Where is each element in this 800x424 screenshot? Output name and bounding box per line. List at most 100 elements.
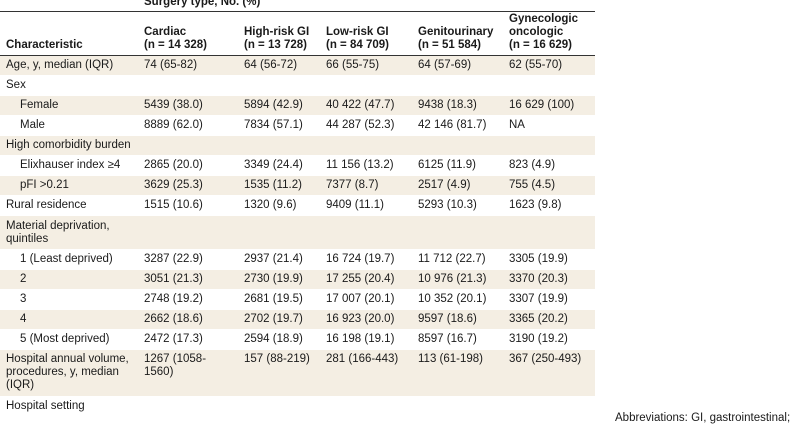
table-row: Material deprivation, quintiles	[0, 215, 596, 250]
table-cell	[138, 75, 238, 96]
table-cell: 10 976 (21.3)	[412, 269, 503, 290]
table-cell: 3629 (25.3)	[138, 175, 238, 196]
table-cell	[320, 135, 412, 156]
table-cell: 9438 (18.3)	[412, 95, 503, 116]
table-cell: 16 629 (100)	[503, 95, 596, 116]
table-row: Male 8889 (62.0) 7834 (57.1) 44 287 (52.3) 4…	[0, 115, 596, 136]
table-cell: 17 007 (20.1)	[320, 289, 412, 310]
table-cell: 9409 (11.1)	[320, 195, 412, 216]
table-cell: 755 (4.5)	[503, 175, 596, 196]
table-cell	[412, 215, 503, 250]
table-cell: 2472 (17.3)	[138, 329, 238, 350]
table-cell	[412, 396, 503, 417]
table-row: Sex	[0, 75, 596, 96]
table-cell	[320, 75, 412, 96]
table-cell: 1320 (9.6)	[238, 195, 320, 216]
table-cell	[503, 75, 596, 96]
row-label: Age, y, median (IQR)	[0, 55, 138, 76]
table-row: pFI >0.21 3629 (25.3) 1535 (11.2) 7377 (8.7…	[0, 175, 596, 196]
table-cell	[320, 396, 412, 417]
row-label: Elixhauser index ≥4	[0, 155, 138, 176]
table-cell: 3365 (20.2)	[503, 309, 596, 330]
table-cell: 16 198 (19.1)	[320, 329, 412, 350]
table-row: 4 2662 (18.6) 2702 (19.7) 16 923 (20.0) 9597…	[0, 309, 596, 330]
table-cell: 367 (250-493)	[503, 349, 596, 397]
table-row: 1 (Least deprived) 3287 (22.9) 2937 (21.4)…	[0, 249, 596, 270]
table-cell	[412, 135, 503, 156]
table-cell: 5439 (38.0)	[138, 95, 238, 116]
table-cell: 113 (61-198)	[412, 349, 503, 397]
column-header: Genitourinary (n = 51 584)	[412, 11, 503, 56]
table-cell: 16 724 (19.7)	[320, 249, 412, 270]
column-header: High-risk GI (n = 13 728)	[238, 11, 320, 56]
footnote-abbreviations: Abbreviations: GI, gastrointestinal;	[615, 412, 791, 424]
table-row: 5 (Most deprived) 2472 (17.3) 2594 (18.9) 1…	[0, 329, 596, 350]
table-cell: 64 (56-72)	[238, 55, 320, 76]
table-cell: 281 (166-443)	[320, 349, 412, 397]
table-row: Hospital setting	[0, 396, 596, 417]
table-cell	[238, 75, 320, 96]
table-cell: 1535 (11.2)	[238, 175, 320, 196]
table-cell: 7377 (8.7)	[320, 175, 412, 196]
row-label: High comorbidity burden	[0, 135, 138, 156]
table-cell: 2702 (19.7)	[238, 309, 320, 330]
table-cell: 3287 (22.9)	[138, 249, 238, 270]
column-header: Cardiac (n = 14 328)	[138, 11, 238, 56]
table-cell	[238, 135, 320, 156]
table-cell: 8889 (62.0)	[138, 115, 238, 136]
table-cell: 2517 (4.9)	[412, 175, 503, 196]
table-cell	[138, 135, 238, 156]
group-header-spacer	[0, 0, 138, 12]
row-label: Rural residence	[0, 195, 138, 216]
table-cell	[503, 135, 596, 156]
table-row: Hospital annual volume, procedures, y, m…	[0, 349, 596, 397]
table-cell: 44 287 (52.3)	[320, 115, 412, 136]
table-cell: 6125 (11.9)	[412, 155, 503, 176]
table-cell: 3305 (19.9)	[503, 249, 596, 270]
characteristics-table: Surgery type, No. (%) Characteristic Car…	[0, 0, 596, 417]
table-cell: 8597 (16.7)	[412, 329, 503, 350]
table-cell: 74 (65-82)	[138, 55, 238, 76]
table-row: Female 5439 (38.0) 5894 (42.9) 40 422 (47.7…	[0, 95, 596, 116]
table-cell: 3370 (20.3)	[503, 269, 596, 290]
table-cell: 2937 (21.4)	[238, 249, 320, 270]
table-cell: 1267 (1058-1560)	[138, 349, 238, 397]
table-cell: 1515 (10.6)	[138, 195, 238, 216]
table-row: Elixhauser index ≥4 2865 (20.0) 3349 (24.4…	[0, 155, 596, 176]
table-cell: 3051 (21.3)	[138, 269, 238, 290]
table-cell: 3349 (24.4)	[238, 155, 320, 176]
table-cell	[503, 396, 596, 417]
column-header: Gynecologic oncologic (n = 16 629)	[503, 11, 596, 56]
row-label: 1 (Least deprived)	[0, 249, 138, 270]
table-row: Age, y, median (IQR) 74 (65-82) 64 (56-72)…	[0, 55, 596, 76]
row-label: 2	[0, 269, 138, 290]
table-cell: 7834 (57.1)	[238, 115, 320, 136]
table-row: 3 2748 (19.2) 2681 (19.5) 17 007 (20.1) 10 3…	[0, 289, 596, 310]
table-cell	[238, 215, 320, 250]
table-cell: 11 156 (13.2)	[320, 155, 412, 176]
row-label: Hospital setting	[0, 396, 138, 417]
table-cell: 64 (57-69)	[412, 55, 503, 76]
table-cell	[320, 215, 412, 250]
table-cell: 157 (88-219)	[238, 349, 320, 397]
table-cell: 16 923 (20.0)	[320, 309, 412, 330]
table-cell: 1623 (9.8)	[503, 195, 596, 216]
table-row: High comorbidity burden	[0, 135, 596, 156]
column-header-row: Characteristic Cardiac (n = 14 328) High-…	[0, 11, 596, 56]
column-header: Characteristic	[0, 11, 138, 56]
row-label: 4	[0, 309, 138, 330]
table-cell: 10 352 (20.1)	[412, 289, 503, 310]
table-cell	[238, 396, 320, 417]
table-cell: 17 255 (20.4)	[320, 269, 412, 290]
row-label: 5 (Most deprived)	[0, 329, 138, 350]
row-label: Hospital annual volume, procedures, y, m…	[0, 349, 138, 397]
table-cell	[138, 215, 238, 250]
table-cell: 62 (55-70)	[503, 55, 596, 76]
table-cell: 66 (55-75)	[320, 55, 412, 76]
table-cell: 42 146 (81.7)	[412, 115, 503, 136]
row-label: 3	[0, 289, 138, 310]
table-cell: 2662 (18.6)	[138, 309, 238, 330]
table-row: 2 3051 (21.3) 2730 (19.9) 17 255 (20.4) 10 9…	[0, 269, 596, 290]
group-header-row: Surgery type, No. (%)	[0, 0, 596, 12]
row-label: Male	[0, 115, 138, 136]
